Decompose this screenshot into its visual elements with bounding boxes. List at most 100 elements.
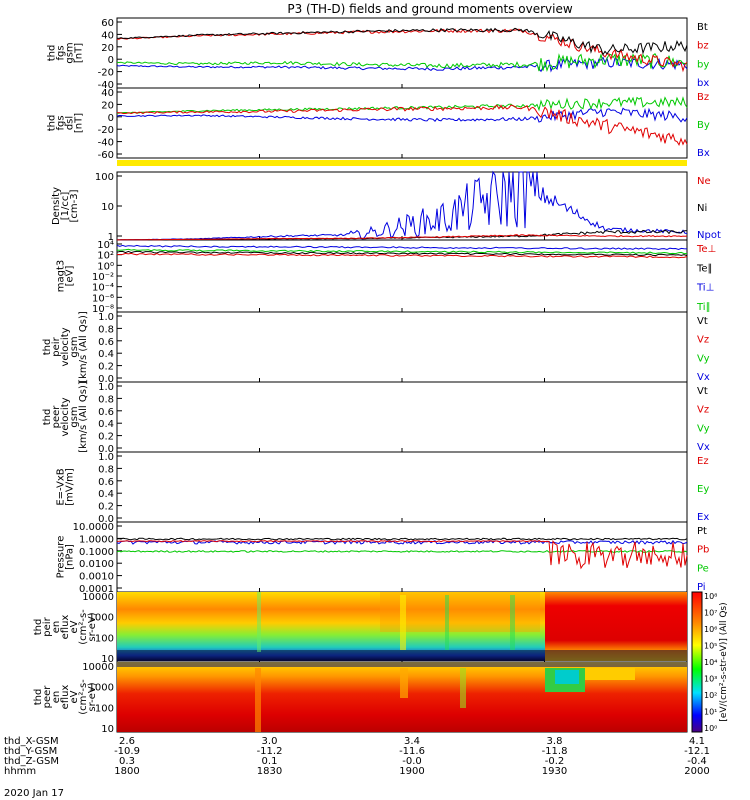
x-col-value: 4.1	[689, 736, 705, 747]
x-col-value: -0.0	[402, 756, 422, 767]
y-axis-label: eV	[69, 620, 80, 633]
legend-Te⊥: Te⊥	[696, 244, 716, 255]
data-traces	[116, 27, 688, 570]
y-tick-label: 0	[108, 55, 114, 66]
trace-Te-perp	[117, 252, 688, 259]
trace-By	[117, 96, 688, 114]
x-col-value: 0.1	[262, 756, 278, 767]
y-tick-label: 1.0	[98, 382, 114, 393]
y-tick-label: 100	[95, 172, 114, 183]
legend-Vt: Vt	[697, 386, 708, 397]
y-axis-label: peer	[42, 685, 53, 709]
y-tick-label: 0.8	[98, 464, 114, 475]
x-col-value: 1930	[542, 766, 567, 777]
y-tick-label: 10.0000	[73, 522, 114, 533]
legend-Vz: Vz	[697, 405, 709, 416]
colorbar-tick: 10⁷	[704, 609, 717, 618]
y-tick-label: 0.0100	[79, 559, 114, 570]
panel-efield: 1.00.8 0.60.4 0.20.0 E=-VxB[mV/m] Ez Ey Ex	[56, 451, 709, 525]
colorbar-tick: 10⁰	[704, 724, 717, 733]
legend-Ey: Ey	[697, 484, 709, 495]
legend-Ne: Ne	[697, 176, 711, 187]
y-tick-label: 20	[101, 100, 114, 111]
x-col-value: 2.6	[119, 736, 135, 747]
trace-Ti-perp	[116, 244, 688, 251]
x-col-value: -12.1	[684, 746, 710, 757]
x-col-value: -10.9	[114, 746, 140, 757]
y-axis-label: (cm²-s-	[78, 679, 89, 715]
y-tick-label: -60	[98, 150, 114, 161]
legend-Vy: Vy	[697, 423, 710, 434]
y-tick-label: 10	[101, 654, 114, 665]
y-tick-label: 10⁰	[97, 261, 114, 272]
y-tick-label: 0.2	[98, 502, 114, 513]
legend-bx: bx	[697, 78, 709, 89]
y-tick-label: 60	[101, 18, 114, 29]
legend-Pi: Pi	[697, 582, 706, 593]
trace-bz	[116, 28, 688, 73]
y-axis-label: thd	[42, 339, 53, 356]
y-axis-label: en	[51, 621, 62, 634]
panel-frame	[116, 171, 688, 241]
y-tick-label: 0.4	[98, 489, 114, 500]
legend-Pb: Pb	[697, 545, 709, 556]
y-tick-label: 1.0	[98, 312, 114, 323]
y-tick-label: 0.6	[98, 337, 114, 348]
y-axis-label: [nT]	[74, 43, 85, 63]
x-col-value: 2000	[684, 766, 709, 777]
y-tick-label: 1.0000	[79, 534, 114, 545]
x-col-value: 1800	[114, 766, 139, 777]
legend-Ex: Ex	[697, 512, 709, 523]
panel-frame	[116, 521, 688, 593]
y-axis-label: eV	[69, 690, 80, 703]
y-tick-label: 1000	[89, 613, 114, 624]
legend-bz: bz	[697, 41, 709, 52]
y-tick-label: -40	[98, 80, 114, 91]
y-axis-label: sr-eV)	[87, 682, 98, 711]
y-tick-label: 10⁴	[97, 240, 114, 251]
x-col-value: 3.4	[404, 736, 420, 747]
y-tick-label: 10⁻⁴	[92, 283, 114, 294]
legend-Pt: Pt	[697, 526, 707, 537]
y-tick-label: 0.0010	[79, 572, 114, 583]
trace-Bz	[116, 104, 688, 146]
y-axis-label: fgs	[56, 115, 67, 130]
trace-bx	[116, 56, 688, 73]
y-tick-label: 10⁻⁸	[92, 304, 114, 315]
legend-Ni: Ni	[697, 203, 707, 214]
x-col-value: 3.8	[547, 736, 563, 747]
y-tick-label: 0.4	[98, 349, 114, 360]
legend-Ez: Ez	[697, 456, 709, 467]
colorbar-tick: 10³	[704, 675, 717, 684]
panel-peer-vel: 1.00.8 0.60.4 0.20.0 thdpeervelocitygsm[km/…	[42, 381, 710, 455]
y-axis-label: [km/s (All Qs)]	[78, 311, 89, 383]
colorbar-tick: 10¹	[704, 708, 717, 717]
y-axis-label: en	[51, 691, 62, 704]
legend-Ti∥: Ti∥	[696, 302, 711, 313]
trace-Ne	[117, 234, 688, 241]
legend-Ti⊥: Ti⊥	[696, 283, 714, 294]
y-tick-label: 10	[101, 724, 114, 735]
trace-Npot	[117, 170, 688, 241]
colorbar-tick: 10⁶	[704, 625, 717, 634]
legend-by: by	[697, 59, 709, 70]
x-axis: thd_X-GSMthd_Y-GSMthd_Z-GSMhhmm2.6-10.90…	[4, 736, 710, 777]
colorbar-tick: 10⁸	[704, 592, 717, 601]
trace-Bx	[116, 107, 688, 123]
x-row-label: thd_X-GSM	[4, 736, 59, 747]
y-axis-label: E=-VxB	[56, 468, 67, 505]
y-axis-label: [km/s (All Qs)]	[78, 381, 89, 453]
y-axis-label: [mV/m]	[65, 468, 76, 506]
y-axis-label: [eV]	[65, 266, 76, 287]
y-tick-label: 10000	[82, 662, 114, 673]
y-axis-label: [cm-3]	[69, 189, 80, 222]
y-tick-label: 0.0	[98, 444, 114, 455]
y-tick-label: 0.0	[98, 514, 114, 525]
y-tick-label: 10000	[82, 592, 114, 603]
y-axis-label: thd	[47, 115, 58, 132]
legend-Pe: Pe	[697, 563, 709, 574]
ion-spectrogram	[117, 592, 687, 661]
y-tick-label: 0.6	[98, 477, 114, 488]
y-axis-label: magt3	[56, 260, 67, 293]
